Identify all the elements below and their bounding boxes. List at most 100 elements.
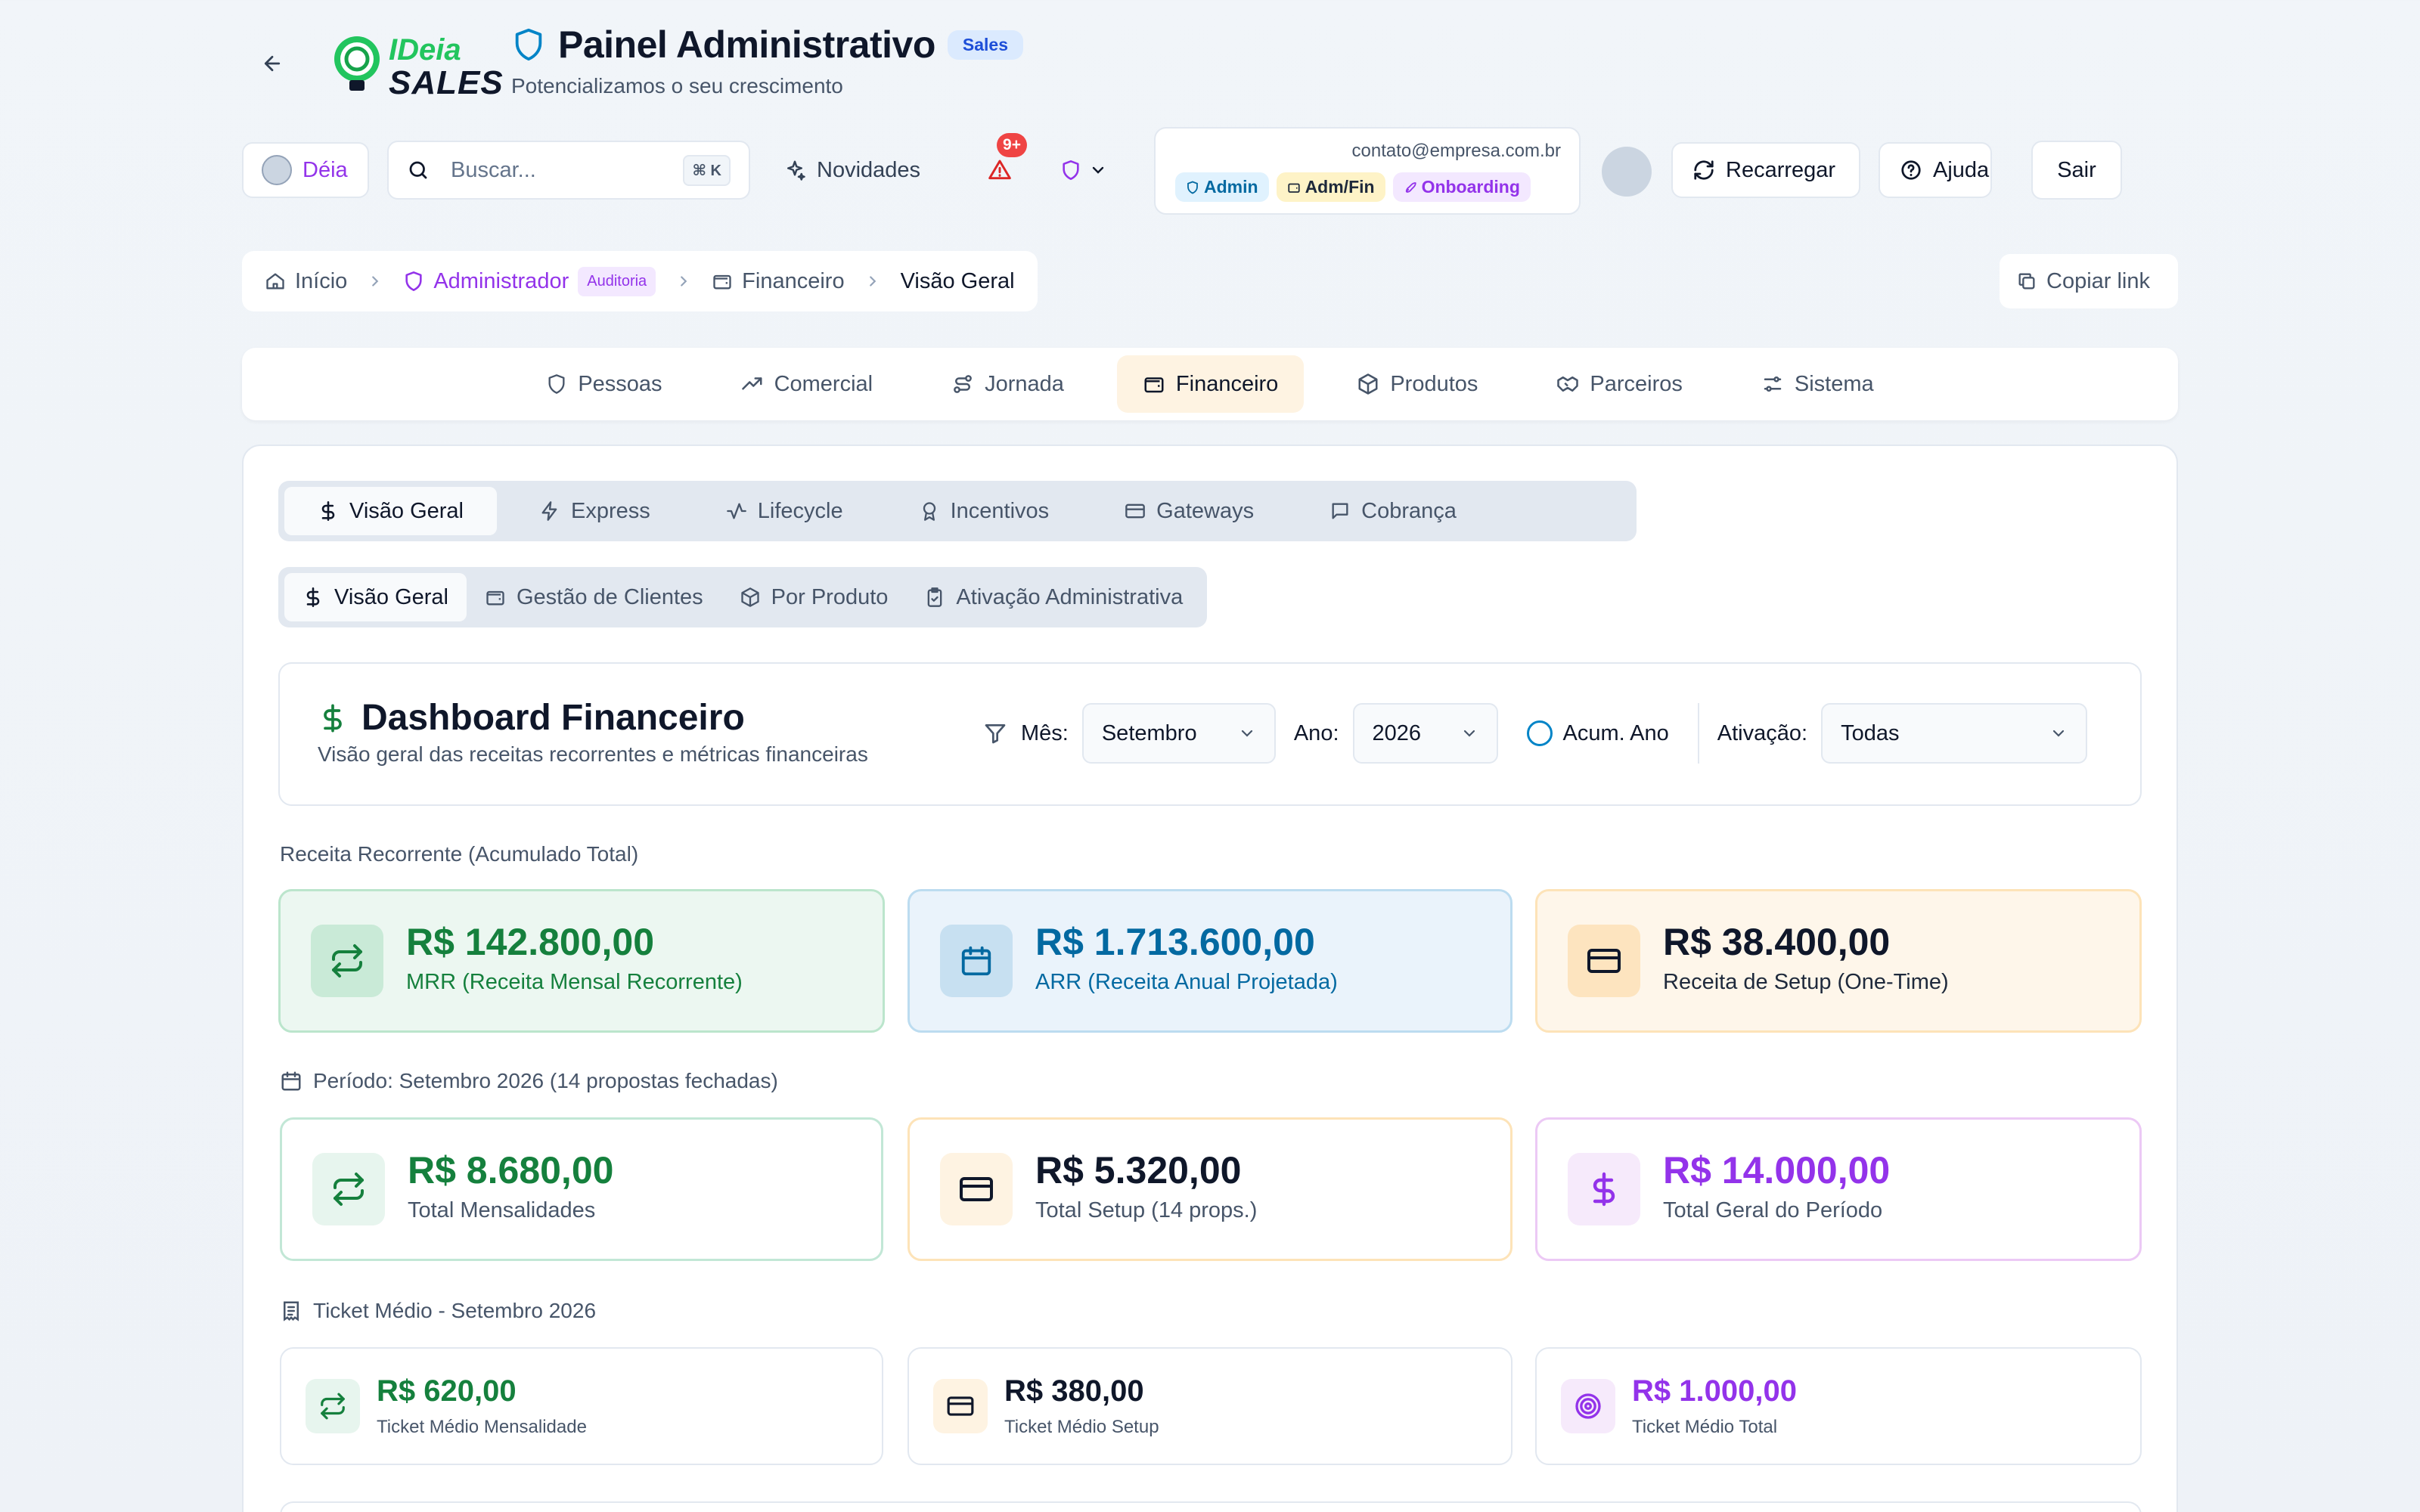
- crumb-current: Visão Geral: [900, 268, 1015, 293]
- user-card[interactable]: contato@empresa.com.br Admin Adm/Fin Onb…: [1154, 127, 1581, 215]
- deia-label: Déia: [302, 157, 348, 182]
- subtab-cobranca[interactable]: Cobrança: [1296, 487, 1490, 535]
- total-mensalidades-value: R$ 8.680,00: [408, 1149, 614, 1191]
- crumb-admin[interactable]: Administrador Auditoria: [403, 266, 656, 296]
- package-icon: [1358, 373, 1378, 395]
- alerts-button[interactable]: 9+: [976, 133, 1027, 192]
- credit-card-icon: [1125, 503, 1146, 519]
- back-button[interactable]: [254, 45, 290, 82]
- novidades-label: Novidades: [817, 157, 921, 182]
- novidades-button[interactable]: Novidades: [783, 148, 920, 192]
- dollar-icon: [306, 587, 320, 607]
- ticket-mensalidade-label: Ticket Médio Mensalidade: [377, 1417, 587, 1437]
- search-icon: [407, 159, 430, 181]
- package-icon: [740, 587, 759, 607]
- sliders-icon: [1764, 376, 1782, 392]
- tab-comercial[interactable]: Comercial: [715, 355, 899, 413]
- shortcut-hint: ⌘ K: [683, 154, 731, 186]
- dashboard-title: Dashboard Financeiro: [361, 698, 745, 738]
- target-icon: [1561, 1379, 1615, 1433]
- shield-icon: [1060, 160, 1081, 181]
- subsubtab-por-produto[interactable]: Por Produto: [721, 573, 907, 621]
- dashboard-title-row: Dashboard Financeiro: [318, 697, 745, 739]
- role-tag-admin: Admin: [1175, 172, 1269, 202]
- radio-circle: [1526, 720, 1553, 746]
- copy-link-button[interactable]: Copiar link: [2000, 254, 2178, 308]
- year-select-value: 2026: [1372, 720, 1422, 745]
- calendar-icon: [940, 925, 1013, 997]
- shield-icon: [548, 374, 565, 394]
- mrr-card: R$ 142.800,00 MRR (Receita Mensal Recorr…: [278, 889, 885, 1033]
- subtab-label: Visão Geral: [349, 498, 464, 523]
- month-select[interactable]: Setembro: [1081, 703, 1276, 764]
- tab-parceiros[interactable]: Parceiros: [1531, 355, 1708, 413]
- logout-button[interactable]: Sair: [2031, 141, 2122, 200]
- arr-card: R$ 1.713.600,00 ARR (Receita Anual Proje…: [908, 889, 1512, 1033]
- tab-label: Pessoas: [578, 371, 662, 396]
- subtab-gateways[interactable]: Gateways: [1091, 487, 1287, 535]
- subtab-visao-geral[interactable]: Visão Geral: [284, 487, 497, 535]
- search-input[interactable]: Buscar... ⌘ K: [387, 141, 750, 200]
- chevron-down-icon: [1241, 730, 1252, 737]
- tab-financeiro[interactable]: Financeiro: [1116, 355, 1305, 413]
- subtab-label: Lifecycle: [757, 498, 843, 523]
- setup-revenue-label: Receita de Setup (One-Time): [1663, 970, 1949, 994]
- chevron-down-icon: [2052, 730, 2065, 737]
- tab-label: Comercial: [774, 371, 873, 396]
- subtab-label: Cobrança: [1361, 498, 1457, 523]
- help-label: Ajuda: [1933, 157, 1990, 182]
- subtab-label: Gateways: [1156, 498, 1255, 523]
- help-button[interactable]: Ajuda: [1879, 142, 1992, 198]
- tab-sistema[interactable]: Sistema: [1736, 355, 1900, 413]
- ticket-total-card: R$ 1.000,00 Ticket Médio Total: [1535, 1347, 2142, 1465]
- total-geral-value: R$ 14.000,00: [1663, 1149, 1891, 1191]
- tab-label: Produtos: [1390, 371, 1478, 396]
- dashboard-header-card: Dashboard Financeiro Visão geral das rec…: [278, 662, 2142, 806]
- copy-link-label: Copiar link: [2046, 268, 2150, 293]
- message-icon: [1332, 503, 1348, 519]
- user-role-tags: Admin Adm/Fin Onboarding: [1175, 172, 1531, 202]
- zap-icon: [541, 501, 557, 521]
- subsubtab-gestao-clientes[interactable]: Gestão de Clientes: [467, 573, 721, 621]
- activation-select[interactable]: Todas: [1821, 703, 2088, 764]
- subsubtab-ativacao[interactable]: Ativação Administrativa: [906, 573, 1201, 621]
- chevron-right-icon: [675, 273, 692, 290]
- accum-year-label: Acum. Ano: [1562, 720, 1669, 745]
- subsubtab-visao-geral[interactable]: Visão Geral: [284, 573, 467, 621]
- ticket-setup-card: R$ 380,00 Ticket Médio Setup: [908, 1347, 1512, 1465]
- avatar[interactable]: [1602, 147, 1652, 197]
- repeat-icon: [311, 925, 383, 997]
- period-section-text: Período: Setembro 2026 (14 propostas fec…: [313, 1069, 778, 1092]
- crumb-home[interactable]: Início: [265, 269, 347, 294]
- subtab-incentivos[interactable]: Incentivos: [886, 487, 1083, 535]
- next-card-partial: [280, 1501, 2142, 1512]
- accum-year-radio[interactable]: Acum. Ano: [1526, 720, 1669, 746]
- tab-produtos[interactable]: Produtos: [1331, 355, 1503, 413]
- reload-button[interactable]: Recarregar: [1671, 142, 1860, 198]
- role-switcher[interactable]: [1060, 151, 1107, 189]
- subtab-lifecycle[interactable]: Lifecycle: [693, 487, 876, 535]
- alert-triangle-icon: [988, 158, 1012, 182]
- chevron-right-icon: [864, 273, 881, 290]
- total-setup-card: R$ 5.320,00 Total Setup (14 props.): [908, 1117, 1512, 1261]
- tab-jornada[interactable]: Jornada: [926, 355, 1090, 413]
- logo-text-bottom: SALES: [389, 64, 504, 101]
- subtab-express[interactable]: Express: [506, 487, 684, 535]
- award-icon: [923, 502, 935, 521]
- arr-label: ARR (Receita Anual Projetada): [1035, 970, 1338, 994]
- env-badge: Sales: [947, 29, 1023, 60]
- home-icon: [266, 273, 284, 290]
- alert-count-badge: 9+: [997, 133, 1027, 157]
- dollar-icon: [321, 501, 335, 521]
- setup-revenue-card: R$ 38.400,00 Receita de Setup (One-Time): [1535, 889, 2142, 1033]
- crumb-home-label: Início: [295, 268, 348, 293]
- wallet-icon: [486, 590, 504, 606]
- deia-toggle[interactable]: Déia: [242, 142, 369, 198]
- crumb-financeiro[interactable]: Financeiro: [712, 269, 845, 294]
- title-row: Painel Administrativo Sales: [511, 23, 1023, 67]
- subsubtab-label: Gestão de Clientes: [517, 584, 703, 609]
- dollar-icon: [324, 704, 342, 732]
- wallet-icon: [1144, 377, 1164, 393]
- tab-pessoas[interactable]: Pessoas: [520, 355, 687, 413]
- year-select[interactable]: 2026: [1352, 703, 1498, 764]
